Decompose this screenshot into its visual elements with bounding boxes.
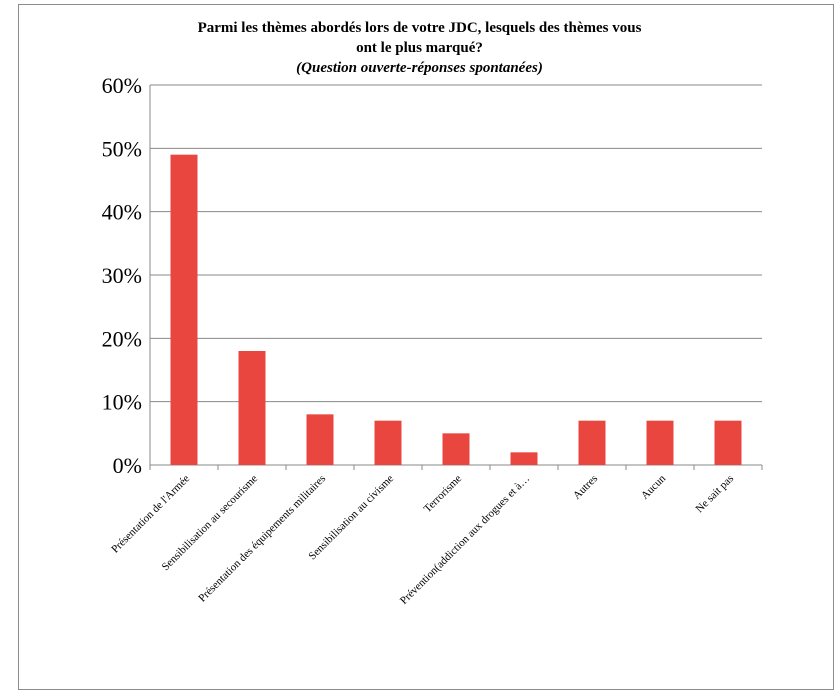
bar [646, 420, 674, 465]
y-tick-label: 30% [102, 263, 142, 288]
y-tick-label: 40% [102, 200, 142, 225]
bar [374, 420, 402, 465]
y-tick-label: 50% [102, 136, 142, 161]
y-tick-label: 20% [102, 326, 142, 351]
chart-subtitle: (Question ouverte-réponses spontanées) [296, 60, 543, 76]
x-tick-label: Autres [571, 473, 600, 502]
bar [510, 452, 538, 465]
bar [170, 154, 198, 465]
y-tick-label: 0% [113, 453, 142, 478]
x-tick-label: Prévention(addiction aux drogues et à… [398, 473, 532, 607]
x-tick-label: Présentation de l'Armée [109, 473, 192, 556]
x-tick-label: Présentation des équipements militaires [196, 473, 328, 605]
x-tick-label: Terrorisme [422, 473, 465, 516]
bar [442, 433, 470, 465]
chart-title-line-1: Parmi les thèmes abordés lors de votre J… [197, 20, 642, 36]
y-tick-label: 10% [102, 390, 142, 415]
chart-title-line-2: ont le plus marqué? [356, 40, 483, 56]
chart-title: Parmi les thèmes abordés lors de votre J… [0, 18, 839, 78]
chart-frame [18, 4, 834, 690]
bar [714, 420, 742, 465]
bar [306, 414, 334, 465]
x-tick-label: Ne sait pas [694, 473, 737, 516]
bar [238, 351, 266, 465]
y-tick-label: 60% [102, 73, 142, 98]
bar [578, 420, 606, 465]
x-tick-label: Aucun [639, 472, 669, 502]
